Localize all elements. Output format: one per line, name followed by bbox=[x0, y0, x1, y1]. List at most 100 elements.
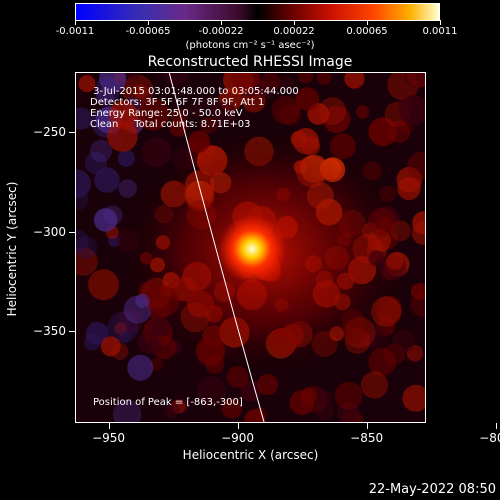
colorbar-tick-label: 0.0011 bbox=[422, 26, 458, 37]
colorbar-tick-mark bbox=[293, 20, 295, 25]
texture-blob bbox=[100, 336, 121, 357]
texture-blob bbox=[76, 229, 89, 254]
peak-source bbox=[218, 215, 286, 283]
texture-blob bbox=[162, 73, 189, 87]
texture-blob bbox=[88, 269, 119, 301]
texture-blob bbox=[412, 211, 425, 235]
texture-blob bbox=[137, 98, 170, 131]
colorbar-tick-label: -0.00065 bbox=[125, 26, 171, 37]
texture-blob bbox=[402, 384, 425, 412]
texture-blob bbox=[78, 75, 96, 93]
texture-blob bbox=[344, 73, 365, 89]
colorbar-tick-mark bbox=[366, 20, 368, 25]
x-tick-mark bbox=[108, 423, 110, 429]
texture-blob bbox=[84, 151, 108, 175]
colorbar bbox=[75, 3, 440, 21]
colorbar-tick-mark bbox=[220, 20, 222, 25]
texture-blob bbox=[94, 167, 120, 193]
texture-blob bbox=[244, 409, 266, 422]
texture-blob bbox=[411, 283, 425, 300]
texture-blob bbox=[279, 104, 302, 126]
texture-blob bbox=[315, 401, 335, 420]
texture-blob bbox=[112, 400, 142, 422]
texture-blob bbox=[109, 100, 138, 129]
colorbar-tick-label: 0.00022 bbox=[273, 26, 315, 37]
texture-blob bbox=[137, 331, 160, 354]
texture-blob bbox=[114, 322, 127, 335]
texture-blob bbox=[334, 381, 363, 410]
colorbar-tick-mark bbox=[147, 20, 149, 25]
y-tick-label: −250 bbox=[33, 124, 66, 139]
texture-blob bbox=[76, 169, 91, 199]
info-peak-position: Position of Peak = [-863,-300] bbox=[93, 397, 243, 408]
texture-blob bbox=[317, 73, 332, 85]
texture-blob bbox=[141, 137, 172, 168]
info-clean-counts: Clean Total counts: 8.71E+03 bbox=[90, 119, 251, 130]
x-axis-label: Heliocentric X (arcsec) bbox=[182, 448, 319, 462]
y-tick-label: −300 bbox=[33, 224, 66, 239]
texture-blob bbox=[297, 73, 314, 84]
texture-blob bbox=[132, 84, 148, 99]
texture-blob bbox=[323, 105, 351, 133]
texture-blob bbox=[407, 152, 425, 180]
info-time-range: 3-Jul-2015 03:01:48.000 to 03:05:44.000 bbox=[90, 86, 299, 97]
texture-blob bbox=[368, 348, 397, 376]
texture-blob bbox=[387, 73, 419, 101]
y-tick-mark bbox=[69, 231, 75, 233]
texture-blob bbox=[117, 149, 135, 167]
texture-blob bbox=[397, 177, 421, 201]
y-tick-mark bbox=[69, 131, 75, 133]
colorbar-unit-label: (photons cm⁻² s⁻¹ asec⁻²) bbox=[185, 40, 315, 51]
texture-blob bbox=[221, 398, 243, 419]
texture-blob bbox=[398, 94, 425, 125]
texture-blob bbox=[93, 208, 118, 232]
texture-blob bbox=[368, 117, 398, 147]
x-tick-label: −900 bbox=[221, 431, 255, 445]
texture-blob bbox=[388, 120, 411, 143]
texture-blob bbox=[96, 88, 115, 106]
image-plot-area bbox=[75, 72, 426, 423]
colorbar-tick-label: -0.00022 bbox=[198, 26, 244, 37]
texture-blob bbox=[252, 407, 267, 422]
texture-blob bbox=[83, 333, 101, 351]
y-tick-mark bbox=[69, 331, 75, 333]
x-tick-label: −800 bbox=[479, 431, 500, 445]
y-axis-label: Heliocentric Y (arcsec) bbox=[5, 181, 19, 317]
rhessi-image bbox=[76, 73, 425, 422]
texture-blob bbox=[118, 330, 132, 344]
texture-blob bbox=[279, 75, 295, 91]
texture-blob bbox=[271, 95, 301, 125]
texture-blob bbox=[360, 371, 389, 399]
texture-blob bbox=[127, 354, 154, 381]
texture-blob bbox=[318, 391, 333, 405]
texture-blob bbox=[392, 329, 416, 353]
colorbar-tick-label: 0.00065 bbox=[346, 26, 388, 37]
texture-blob bbox=[76, 247, 98, 276]
texture-blob bbox=[99, 73, 127, 93]
texture-blob bbox=[76, 107, 93, 130]
texture-blob bbox=[295, 87, 320, 111]
texture-blob bbox=[76, 235, 98, 259]
texture-blob bbox=[226, 365, 249, 388]
timestamp: 22-May-2022 08:50 bbox=[368, 482, 496, 497]
plot-title: Reconstructed RHESSI Image bbox=[147, 54, 353, 70]
texture-blob bbox=[257, 373, 279, 396]
texture-blob bbox=[403, 73, 425, 88]
texture-blob bbox=[230, 73, 260, 91]
texture-blob bbox=[318, 97, 347, 125]
y-tick-label: −350 bbox=[33, 324, 66, 339]
texture-blob bbox=[355, 105, 370, 119]
texture-blob bbox=[289, 390, 315, 415]
texture-blob bbox=[196, 376, 227, 406]
solar-limb-line bbox=[168, 73, 265, 422]
texture-blob bbox=[210, 101, 236, 126]
info-detectors: Detectors: 3F 5F 6F 7F 8F 9F, Att 1 bbox=[90, 97, 265, 108]
x-tick-mark bbox=[237, 423, 239, 429]
x-tick-label: −850 bbox=[350, 431, 384, 445]
texture-blob bbox=[89, 139, 113, 162]
texture-blob bbox=[200, 116, 218, 134]
texture-blob bbox=[407, 73, 425, 88]
texture-blob bbox=[150, 358, 164, 371]
texture-blob bbox=[187, 102, 204, 118]
x-tick-mark bbox=[366, 423, 368, 429]
